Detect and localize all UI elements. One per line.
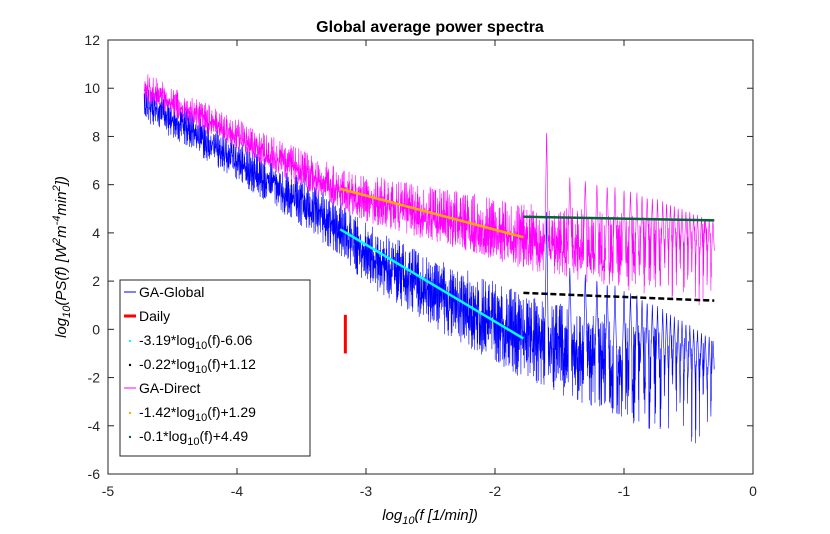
y-axis-label: log10(PS(f) [W2m-4min2]) xyxy=(51,176,73,338)
plot-frame xyxy=(107,39,754,475)
legend-swatch xyxy=(128,363,132,367)
legend-label-main: -1.42*log xyxy=(139,404,195,420)
legend-item: GA-Global xyxy=(124,284,204,300)
legend-label-sub: 10 xyxy=(195,364,207,376)
x-axis-label-sub: 10 xyxy=(402,515,415,527)
legend-label-sub: 10 xyxy=(187,436,199,448)
legend-swatch xyxy=(128,339,132,343)
x-tick-label: -5 xyxy=(102,483,115,499)
legend-item: -3.19*log10(f)-6.06 xyxy=(128,332,253,352)
y-axis-label-sup1: 2 xyxy=(51,238,63,245)
series-ga-global xyxy=(143,84,715,444)
legend-item: -1.42*log10(f)+1.29 xyxy=(128,404,256,424)
x-tick-label: -3 xyxy=(360,483,373,499)
x-axis-label-log: log xyxy=(382,507,403,524)
y-tick-label: 0 xyxy=(92,321,100,337)
y-tick-label: 8 xyxy=(92,128,100,144)
y-tick-label: 2 xyxy=(92,273,100,289)
y-tick-label: 12 xyxy=(84,32,100,48)
y-axis-label-sup2: -4 xyxy=(51,216,63,226)
legend: GA-GlobalDaily-3.19*log10(f)-6.06-0.22*l… xyxy=(119,279,311,457)
y-axis-label-min: min xyxy=(53,191,70,215)
plot-area: -5 -4 -3 -2 -1 0 -6 -4 -2 0 2 4 6 8 10 12 xyxy=(84,32,757,499)
legend-label-sub: 10 xyxy=(195,340,207,352)
x-tick-label: -4 xyxy=(231,483,244,499)
y-tick-label: 6 xyxy=(92,177,100,193)
legend-label: GA-Global xyxy=(139,284,204,300)
y-axis-label-m: m xyxy=(53,225,70,238)
fit-line xyxy=(339,228,525,340)
y-axis-label-sup3: 2 xyxy=(51,185,63,192)
legend-label: -3.19*log10(f)-6.06 xyxy=(139,332,253,352)
legend-swatch xyxy=(128,435,132,439)
x-tick-label: -2 xyxy=(489,483,502,499)
legend-item: GA-Direct xyxy=(124,380,201,396)
y-tick-label: 10 xyxy=(84,80,100,96)
legend-label-main: -3.19*log xyxy=(139,332,195,348)
y-tick-label: -2 xyxy=(88,370,101,386)
legend-label-tail: (f)+1.29 xyxy=(207,404,256,420)
y-tick-label: -4 xyxy=(88,418,101,434)
x-axis-label-tail: (f [1/min]) xyxy=(414,507,477,524)
y-tick-label: 4 xyxy=(92,225,100,241)
y-tick-label: -6 xyxy=(88,466,101,482)
chart-title: Global average power spectra xyxy=(316,19,544,36)
legend-label-tail: (f)-6.06 xyxy=(207,332,252,348)
legend-label: -0.22*log10(f)+1.12 xyxy=(139,356,256,376)
legend-label-tail: (f)+4.49 xyxy=(200,428,249,444)
y-axis-label-sub: 10 xyxy=(61,305,73,318)
legend-item: -0.1*log10(f)+4.49 xyxy=(128,428,248,448)
legend-label: -1.42*log10(f)+1.29 xyxy=(139,404,256,424)
legend-label: -0.1*log10(f)+4.49 xyxy=(139,428,248,448)
legend-label: Daily xyxy=(139,308,170,324)
fit-line xyxy=(339,187,524,239)
legend-label-sub: 10 xyxy=(195,412,207,424)
fit-line xyxy=(523,291,715,302)
legend-label-main: -0.22*log xyxy=(139,356,195,372)
y-axis-label-log: log xyxy=(53,317,70,338)
y-axis-label-close: ]) xyxy=(53,176,70,187)
x-axis-label: log10(f [1/min]) xyxy=(382,507,478,527)
x-tick-label: 0 xyxy=(749,483,757,499)
legend-box xyxy=(119,279,311,457)
series-ga-direct xyxy=(143,74,715,306)
legend-item: -0.22*log10(f)+1.12 xyxy=(128,356,256,376)
fit-line xyxy=(523,215,715,222)
legend-swatch xyxy=(128,411,132,415)
legend-label: GA-Direct xyxy=(139,380,201,396)
legend-label-main: -0.1*log xyxy=(139,428,187,444)
legend-item: Daily xyxy=(124,308,170,324)
legend-label-tail: (f)+1.12 xyxy=(207,356,256,372)
x-tick-label: -1 xyxy=(618,483,631,499)
y-axis-label-mid: (PS(f) [W xyxy=(53,242,70,305)
